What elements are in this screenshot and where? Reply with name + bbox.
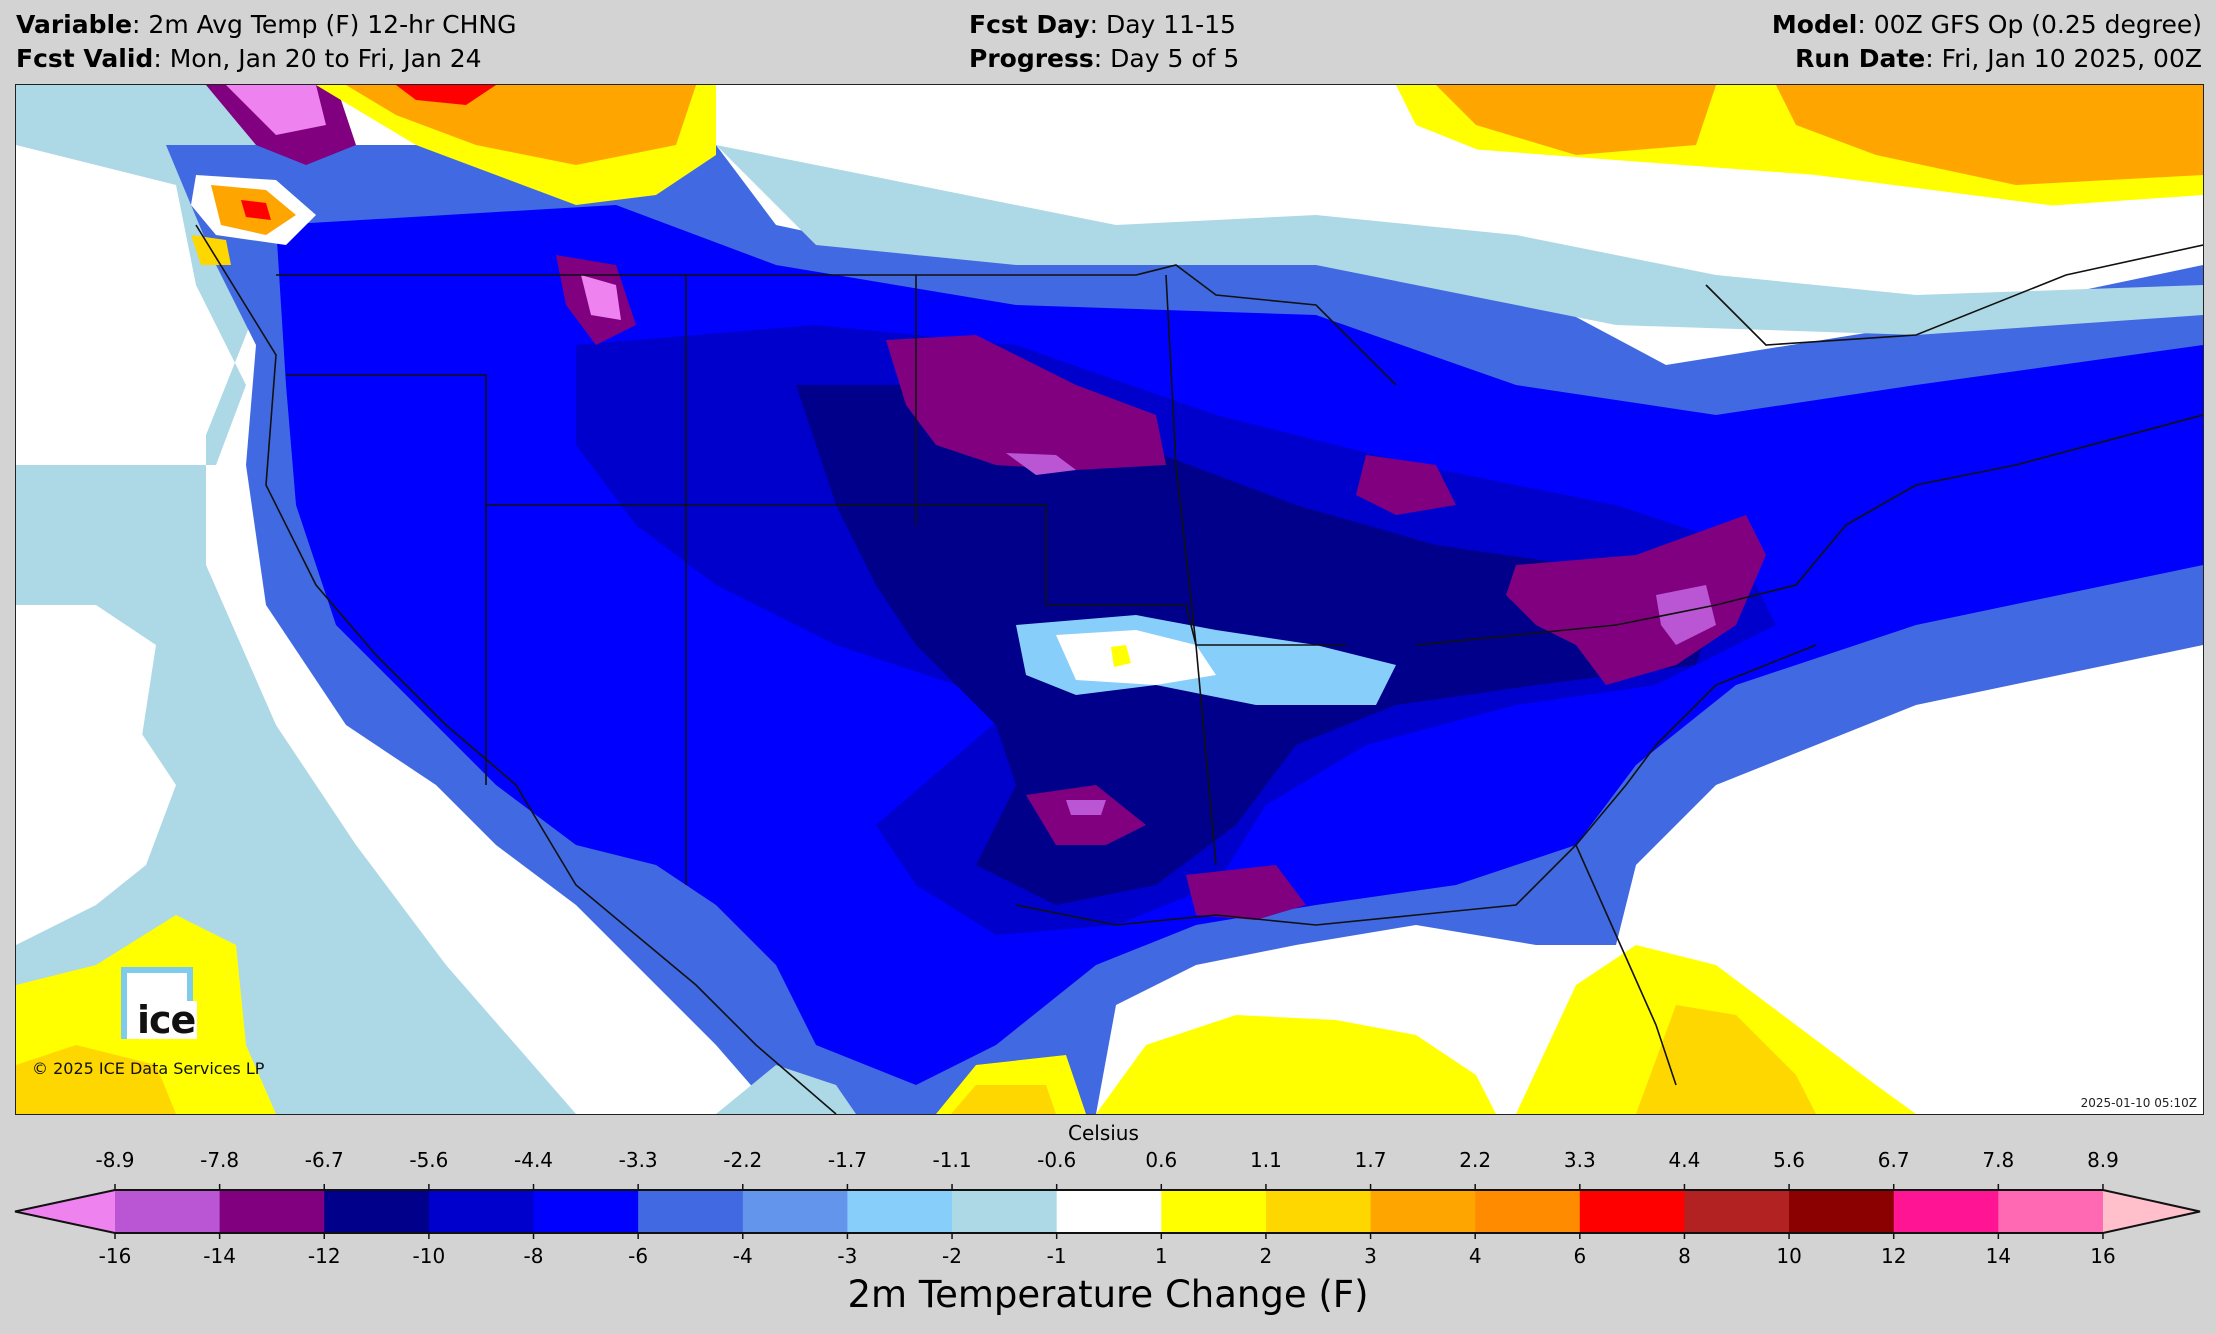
fahrenheit-tick: -3 (837, 1244, 858, 1268)
model-value: : 00Z GFS Op (0.25 degree) (1857, 10, 2202, 39)
celsius-tick: -3.3 (618, 1148, 658, 1172)
header-left: Variable: 2m Avg Temp (F) 12-hr CHNG Fcs… (16, 8, 517, 76)
celsius-tick: -4.4 (514, 1148, 554, 1172)
celsius-tick: -5.6 (409, 1148, 449, 1172)
colorbar-segment (533, 1190, 639, 1233)
celsius-tick: 6.7 (1877, 1148, 1910, 1172)
progress-label: Progress (969, 44, 1094, 73)
model-line: Model: 00Z GFS Op (0.25 degree) (1772, 8, 2202, 42)
colorbar-title: 2m Temperature Change (F) (847, 1273, 1369, 1316)
colorbar-segment (428, 1190, 535, 1233)
progress-value: : Day 5 of 5 (1093, 44, 1240, 73)
celsius-label: Celsius (1068, 1121, 1139, 1145)
progress-line: Progress: Day 5 of 5 (969, 42, 1239, 76)
fahrenheit-tick: 10 (1776, 1244, 1802, 1268)
colorbar-segment (1789, 1190, 1895, 1233)
fcst-valid-line: Fcst Valid: Mon, Jan 20 to Fri, Jan 24 (16, 42, 517, 76)
colorbar-segment (638, 1190, 744, 1233)
colorbar-segment (1161, 1190, 1267, 1233)
variable-label: Variable (16, 10, 133, 39)
fahrenheit-tick: -2 (942, 1244, 963, 1268)
fahrenheit-tick: 2 (1259, 1244, 1273, 1268)
fahrenheit-tick: -6 (628, 1244, 649, 1268)
fahrenheit-tick: 3 (1364, 1244, 1377, 1268)
colorbar-segment (115, 1190, 221, 1233)
run-date-line: Run Date: Fri, Jan 10 2025, 00Z (1772, 42, 2202, 76)
variable-value: : 2m Avg Temp (F) 12-hr CHNG (132, 10, 517, 39)
celsius-tick: 1.1 (1250, 1148, 1282, 1172)
colorbar-segment (1579, 1190, 1686, 1233)
celsius-tick: -0.6 (1037, 1148, 1077, 1172)
celsius-tick: -1.7 (827, 1148, 867, 1172)
celsius-tick: -6.7 (304, 1148, 344, 1172)
celsius-tick: -8.9 (95, 1148, 135, 1172)
fcst-day-label: Fcst Day (969, 10, 1090, 39)
celsius-tick: 8.9 (2087, 1148, 2119, 1172)
colorbar-segment (1475, 1190, 1581, 1233)
fahrenheit-tick: 8 (1678, 1244, 1691, 1268)
fahrenheit-tick: -14 (203, 1244, 236, 1268)
colorbar-segment (1265, 1190, 1372, 1233)
copyright-text: © 2025 ICE Data Services LP (32, 1059, 265, 1078)
fahrenheit-tick: -12 (307, 1244, 341, 1268)
celsius-tick: 1.7 (1354, 1148, 1387, 1172)
fahrenheit-tick: -4 (732, 1244, 753, 1268)
run-date-value: : Fri, Jan 10 2025, 00Z (1925, 44, 2202, 73)
colorbar-segment (847, 1190, 953, 1233)
fahrenheit-tick: 1 (1154, 1244, 1168, 1268)
celsius-tick: -2.2 (723, 1148, 763, 1172)
celsius-tick: 5.6 (1773, 1148, 1805, 1172)
map-contours (16, 85, 2203, 1114)
over-arrow (2102, 1190, 2200, 1233)
fcst-day-value: : Day 11-15 (1089, 10, 1236, 39)
header-right: Model: 00Z GFS Op (0.25 degree) Run Date… (1772, 8, 2202, 76)
fahrenheit-tick: -8 (523, 1244, 544, 1268)
ice-logo-text: ice (135, 998, 198, 1042)
fahrenheit-tick: 6 (1573, 1244, 1587, 1268)
fahrenheit-tick: -16 (98, 1244, 132, 1268)
colorbar-segment (1056, 1190, 1162, 1233)
colorbar (14, 1184, 2201, 1239)
celsius-tick: 0.6 (1145, 1148, 1178, 1172)
colorbar-segment (1893, 1190, 1999, 1233)
variable-line: Variable: 2m Avg Temp (F) 12-hr CHNG (16, 8, 517, 42)
run-date-label: Run Date (1795, 44, 1926, 73)
colorbar-segment (1998, 1190, 2104, 1233)
fahrenheit-tick: 14 (1985, 1244, 2012, 1268)
fahrenheit-tick: 16 (2090, 1244, 2116, 1268)
fcst-valid-label: Fcst Valid (16, 44, 154, 73)
ice-logo: ice (121, 967, 198, 1039)
celsius-tick: 7.8 (1982, 1148, 2015, 1172)
fahrenheit-tick: -10 (412, 1244, 446, 1268)
fahrenheit-tick: 12 (1880, 1244, 1907, 1268)
celsius-tick: 4.4 (1668, 1148, 1701, 1172)
celsius-tick: -7.8 (200, 1148, 240, 1172)
fcst-valid-value: : Mon, Jan 20 to Fri, Jan 24 (153, 44, 482, 73)
colorbar-segment (1684, 1190, 1790, 1233)
colorbar-segment (219, 1190, 325, 1233)
celsius-tick: -1.1 (932, 1148, 972, 1172)
celsius-tick: 3.3 (1563, 1148, 1596, 1172)
render-timestamp: 2025-01-10 05:10Z (2080, 1096, 2197, 1110)
colorbar-segment (324, 1190, 430, 1233)
header-center: Fcst Day: Day 11-15 Progress: Day 5 of 5 (969, 8, 1239, 76)
colorbar-segment (952, 1190, 1058, 1233)
celsius-tick: 2.2 (1459, 1148, 1492, 1172)
temperature-change-map: ice © 2025 ICE Data Services LP 2025-01-… (15, 84, 2204, 1115)
fahrenheit-tick: -1 (1046, 1244, 1067, 1268)
under-arrow (15, 1190, 115, 1233)
fcst-day-line: Fcst Day: Day 11-15 (969, 8, 1239, 42)
colorbar-segment (742, 1190, 849, 1233)
model-label: Model (1771, 10, 1858, 39)
colorbar-segment (1370, 1190, 1476, 1233)
fahrenheit-tick: 4 (1468, 1244, 1482, 1268)
